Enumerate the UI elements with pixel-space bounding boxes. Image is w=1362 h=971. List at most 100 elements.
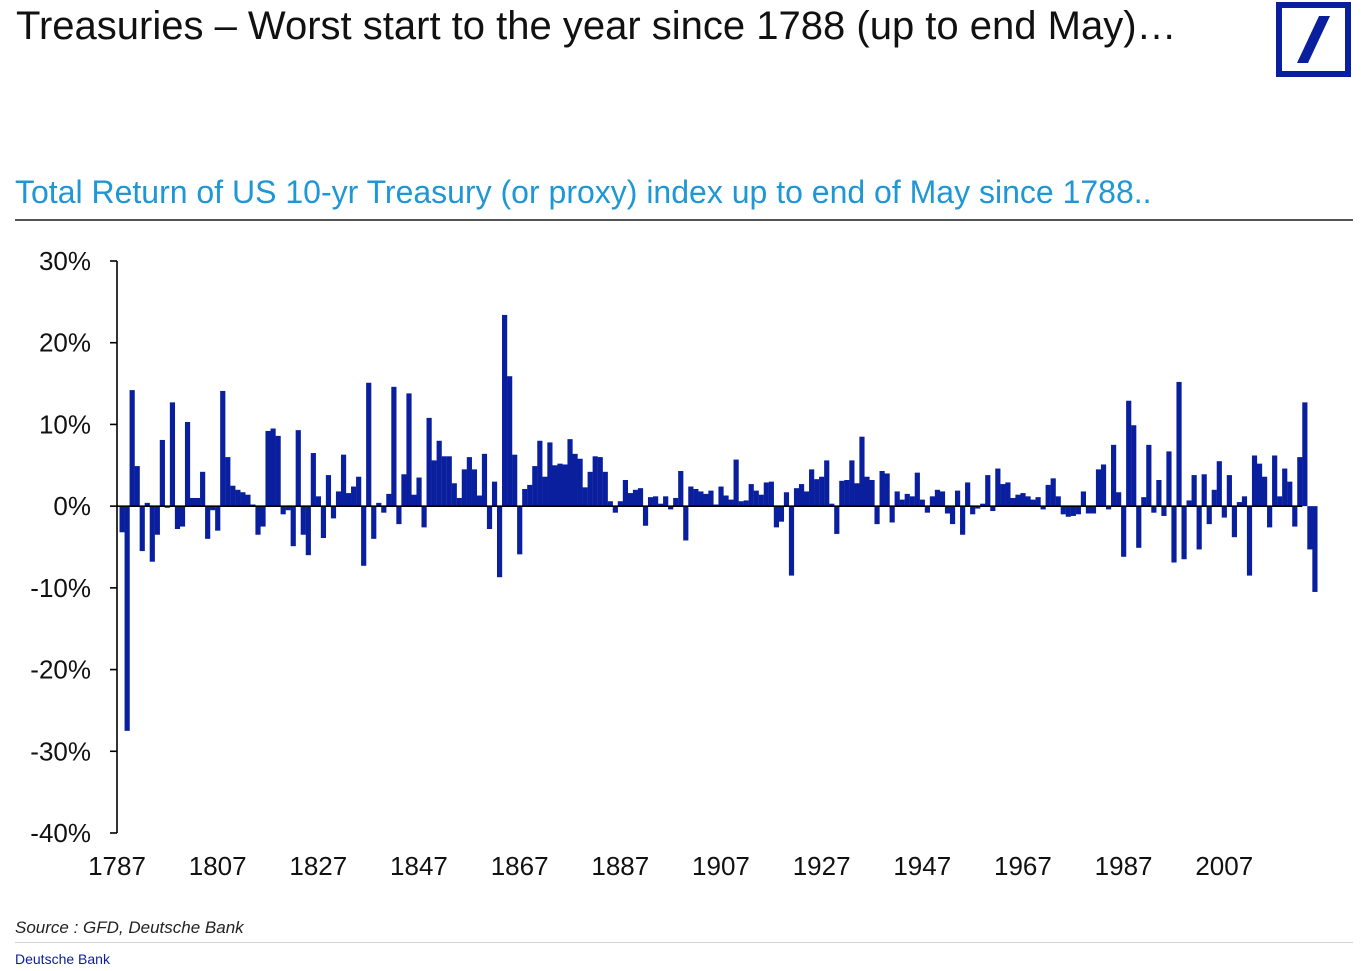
bar-1841 [386,493,392,507]
bar-1879 [577,458,583,507]
bar-1813 [245,494,251,507]
bar-1797 [164,506,170,508]
bar-1922 [793,488,800,507]
bar-1936 [864,476,870,507]
bar-2023 [1302,402,1308,507]
bar-1968 [1025,496,1031,507]
bar-1800 [179,506,186,527]
bar-1885 [607,501,613,507]
y-axis: 30% 20% 10% 0% -10% -20% -30% -40% [30,246,117,848]
bar-1926 [814,479,820,507]
bar-1839 [376,502,382,507]
bar-1802 [189,497,196,507]
bar-1887 [617,501,623,507]
x-tick-label: 1927 [793,851,851,881]
bar-1863 [496,506,503,578]
bar-1854 [451,483,457,507]
bar-1844 [401,474,407,507]
bar-1876 [562,464,568,507]
bar-1928 [824,460,830,507]
bar-1894 [653,496,659,507]
y-tick-label: 30% [39,246,91,276]
bar-1974 [1055,496,1061,507]
bar-1915 [758,494,764,507]
bar-1830 [330,506,337,519]
bar-1792 [139,506,145,552]
bar-1943 [899,499,905,507]
bar-1907 [718,486,724,507]
bar-2001 [1191,475,1197,507]
x-tick-label: 1847 [390,851,448,881]
bar-1993 [1151,506,1157,513]
bar-1843 [396,506,402,525]
bar-2007 [1221,506,1227,518]
bar-1890 [632,489,639,507]
bar-1949 [929,496,936,507]
bar-1937 [869,479,875,507]
x-tick-label: 1787 [88,851,146,881]
bar-1789 [124,506,130,731]
bar-1833 [346,493,352,507]
bar-1836 [361,506,367,566]
bar-1862 [491,481,498,507]
bar-1939 [879,471,885,507]
bar-1801 [184,421,191,507]
bar-1987 [1121,506,1127,557]
bar-1960 [985,475,991,507]
bar-1823 [295,430,301,507]
bar-1869 [527,484,533,507]
bar-2005 [1211,489,1217,507]
bar-1888 [622,479,628,507]
bar-2013 [1251,455,1258,507]
bar-1858 [471,469,478,507]
bar-1818 [270,428,276,507]
bar-1866 [512,454,518,507]
bar-2000 [1186,500,1192,507]
bar-1946 [914,472,920,507]
bar-1880 [582,487,588,507]
bar-chart: 30% 20% 10% 0% -10% -20% -30% -40% 1787 1807 1827… [30,246,1318,881]
x-tick-label: 1967 [994,851,1052,881]
bar-1996 [1166,451,1172,507]
bar-1826 [310,453,316,507]
y-tick-label: 20% [39,328,91,358]
title-divider [15,219,1353,221]
bar-1867 [517,506,523,555]
bar-1918 [773,506,779,528]
bar-1847 [416,477,422,507]
bar-1799 [174,506,181,530]
bar-1959 [980,503,986,507]
x-tick-label: 1987 [1095,851,1153,881]
bar-1873 [547,442,553,507]
bar-1860 [481,453,488,507]
bar-1963 [1000,484,1006,507]
bar-1970 [1035,497,1041,507]
bar-1883 [597,457,603,507]
page-title: Treasuries – Worst start to the year sin… [16,4,1177,48]
bar-2021 [1292,506,1298,527]
bar-2002 [1196,506,1202,550]
y-tick-label: -40% [30,818,91,848]
bar-2014 [1256,463,1263,507]
bar-1971 [1040,506,1046,510]
bar-1929 [829,503,835,507]
bar-1842 [391,386,397,507]
bar-1892 [642,506,649,526]
bar-2009 [1231,506,1237,538]
bar-1950 [934,489,941,507]
y-tick-label: 10% [39,409,91,439]
bar-1984 [1105,506,1112,510]
bar-1975 [1060,506,1066,515]
bar-1793 [144,502,150,507]
bar-1932 [844,479,850,507]
footer-brand: Deutsche Bank [15,951,110,967]
bar-1852 [441,456,447,507]
bar-1831 [335,491,342,507]
bar-1897 [668,506,674,510]
bar-1849 [426,417,432,507]
bar-1989 [1131,425,1137,507]
bar-1810 [230,485,236,507]
y-tick-label: -10% [30,573,91,603]
bar-1832 [340,454,347,507]
bar-1848 [421,506,427,528]
